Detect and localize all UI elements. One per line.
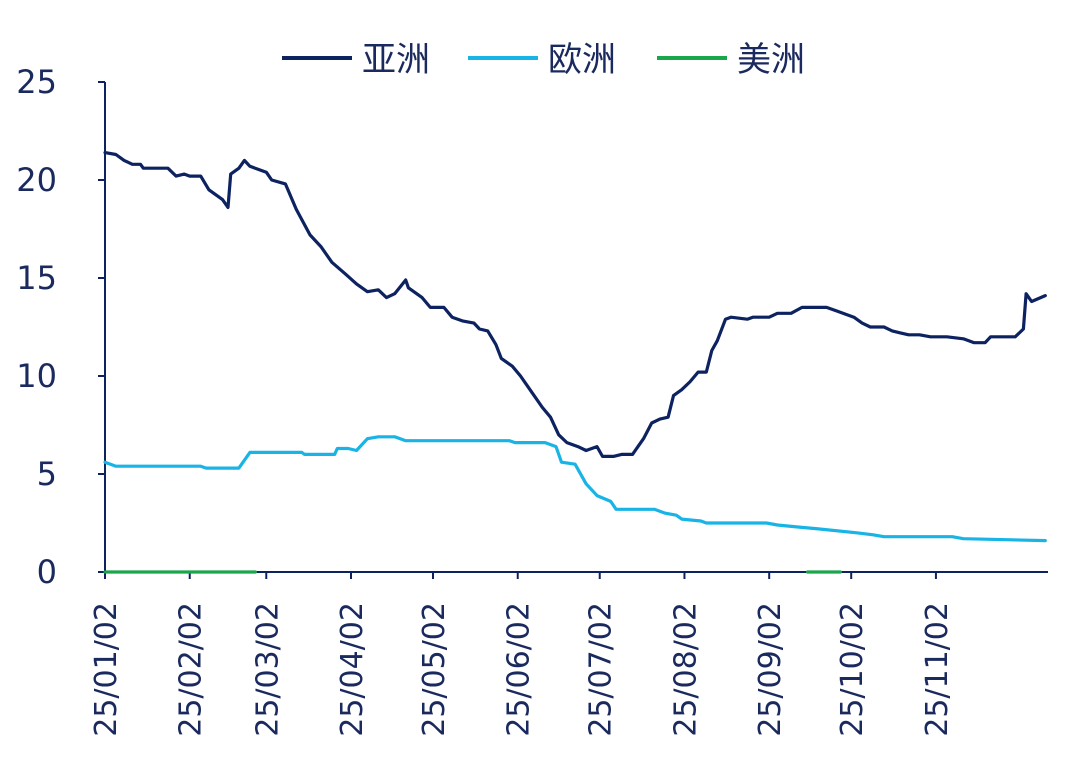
x-tick-label: 25/03/02: [250, 602, 285, 737]
legend-label-0: 亚洲: [362, 40, 430, 80]
series-line-0: [103, 151, 1047, 458]
legend-label-1: 欧洲: [548, 40, 616, 80]
y-tick-label: 0: [37, 553, 57, 591]
y-tick-label: 20: [16, 161, 57, 199]
x-tick-label: 25/09/02: [753, 602, 788, 737]
x-tick-label: 25/01/02: [89, 602, 124, 737]
y-tick-label: 25: [16, 63, 57, 101]
x-tick-label: 25/07/02: [584, 602, 619, 737]
y-tick-label: 10: [16, 357, 57, 395]
y-tick-label: 15: [16, 259, 57, 297]
legend-label-2: 美洲: [737, 40, 805, 80]
x-tick-label: 25/08/02: [668, 602, 703, 737]
x-tick-label: 25/04/02: [335, 602, 370, 737]
x-tick-label: 25/06/02: [502, 602, 537, 737]
x-tick-label: 25/10/02: [835, 602, 870, 737]
y-tick-label: 5: [37, 455, 57, 493]
x-tick-label: 25/11/02: [920, 602, 955, 737]
x-tick-label: 25/02/02: [174, 602, 209, 737]
series-line-1: [103, 435, 1047, 543]
x-tick-label: 25/05/02: [417, 602, 452, 737]
